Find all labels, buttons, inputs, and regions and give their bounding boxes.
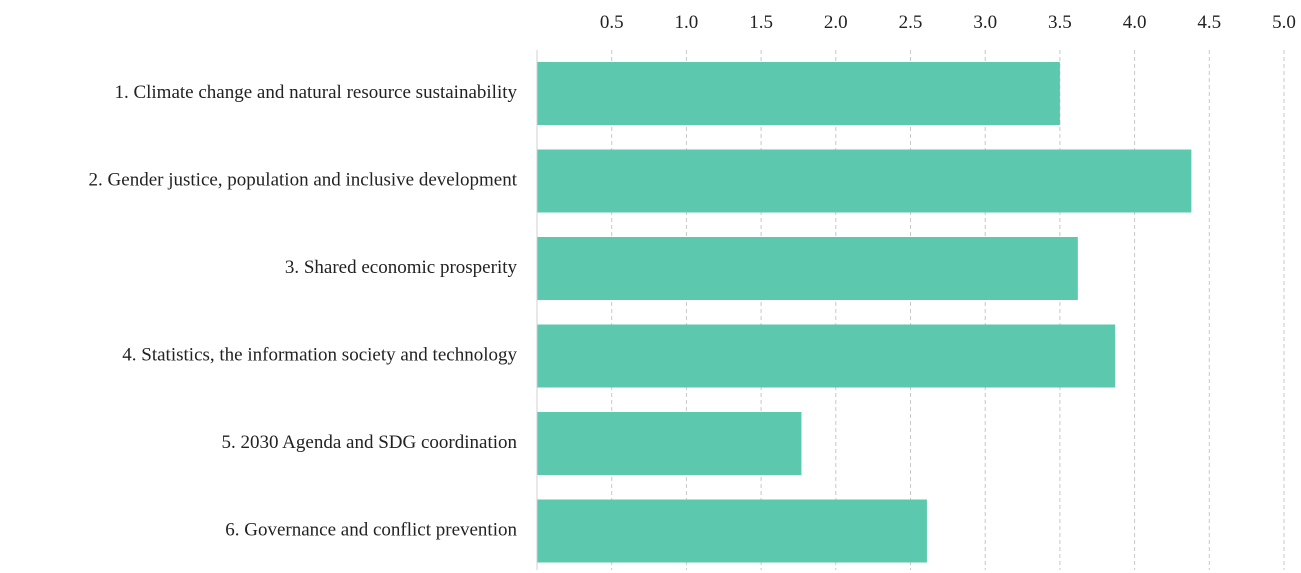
category-label-6: 6. Governance and conflict prevention bbox=[225, 519, 517, 540]
bar-3 bbox=[537, 237, 1078, 300]
x-tick-label: 2.5 bbox=[899, 12, 923, 33]
bar-6 bbox=[537, 499, 927, 563]
x-tick-label: 1.5 bbox=[749, 12, 773, 33]
x-tick-label: 2.0 bbox=[824, 12, 848, 33]
category-label-1: 1. Climate change and natural resource s… bbox=[114, 82, 517, 103]
category-label-5: 5. 2030 Agenda and SDG coordination bbox=[221, 432, 517, 453]
x-tick-label: 5.0 bbox=[1272, 12, 1296, 33]
x-tick-label: 0.5 bbox=[600, 12, 624, 33]
gridlines bbox=[611, 50, 1285, 570]
bar-5 bbox=[537, 412, 802, 475]
category-labels: 1. Climate change and natural resource s… bbox=[89, 82, 518, 541]
bars bbox=[537, 62, 1192, 563]
category-label-3: 3. Shared economic prosperity bbox=[285, 257, 518, 278]
bar-2 bbox=[537, 149, 1192, 213]
x-tick-label: 1.0 bbox=[675, 12, 699, 33]
x-tick-label: 3.0 bbox=[973, 12, 997, 33]
category-label-2: 2. Gender justice, population and inclus… bbox=[89, 169, 518, 190]
bar-4 bbox=[537, 324, 1116, 388]
bar-1 bbox=[537, 62, 1060, 125]
x-tick-labels: 0.5 1.0 1.5 2.0 2.5 3.0 3.5 4.0 4.5 5.0 bbox=[600, 12, 1296, 33]
category-label-4: 4. Statistics, the information society a… bbox=[122, 344, 517, 365]
x-tick-label: 4.0 bbox=[1123, 12, 1147, 33]
x-tick-label: 3.5 bbox=[1048, 12, 1072, 33]
x-tick-label: 4.5 bbox=[1197, 12, 1221, 33]
